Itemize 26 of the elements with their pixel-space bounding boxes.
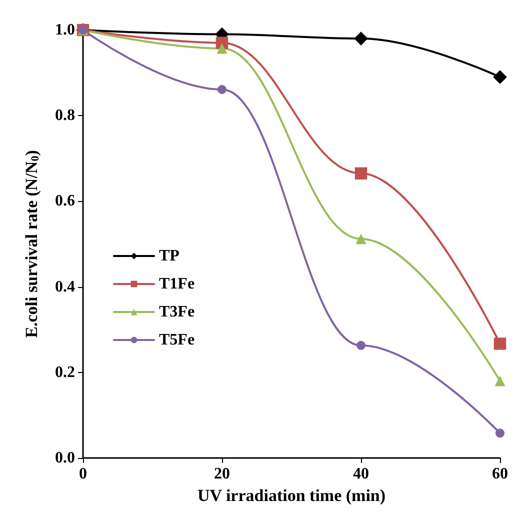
legend-label: T1Fe	[159, 276, 195, 292]
y-tick-label: 1.0	[55, 22, 75, 38]
x-tick-label: 0	[79, 466, 87, 482]
y-tick-label: 0.2	[55, 364, 75, 381]
point	[494, 376, 506, 386]
x-tick-label: 20	[214, 466, 230, 482]
x-axis-title: UV irradiation time (min)	[197, 486, 386, 505]
y-tick-label: 0.8	[55, 107, 75, 124]
x-tick-label: 40	[353, 466, 369, 482]
point	[216, 43, 228, 54]
legend-label: TP	[159, 248, 180, 264]
point	[494, 338, 506, 350]
y-tick-label: 0.6	[55, 192, 75, 210]
point	[493, 70, 507, 84]
point	[218, 84, 226, 94]
point	[496, 428, 504, 438]
point	[354, 167, 368, 180]
y-axis-title: E.coli survival rate (N/N0)	[22, 150, 42, 338]
legend-label: T3Fe	[159, 304, 195, 320]
point	[354, 32, 368, 46]
point	[356, 340, 366, 350]
x-tick-label: 60	[492, 466, 508, 482]
legend-label: T5Fe	[159, 332, 195, 348]
y-tick-label: 0.0	[55, 450, 75, 466]
y-tick-label: 0.4	[55, 278, 75, 296]
point	[356, 234, 366, 244]
